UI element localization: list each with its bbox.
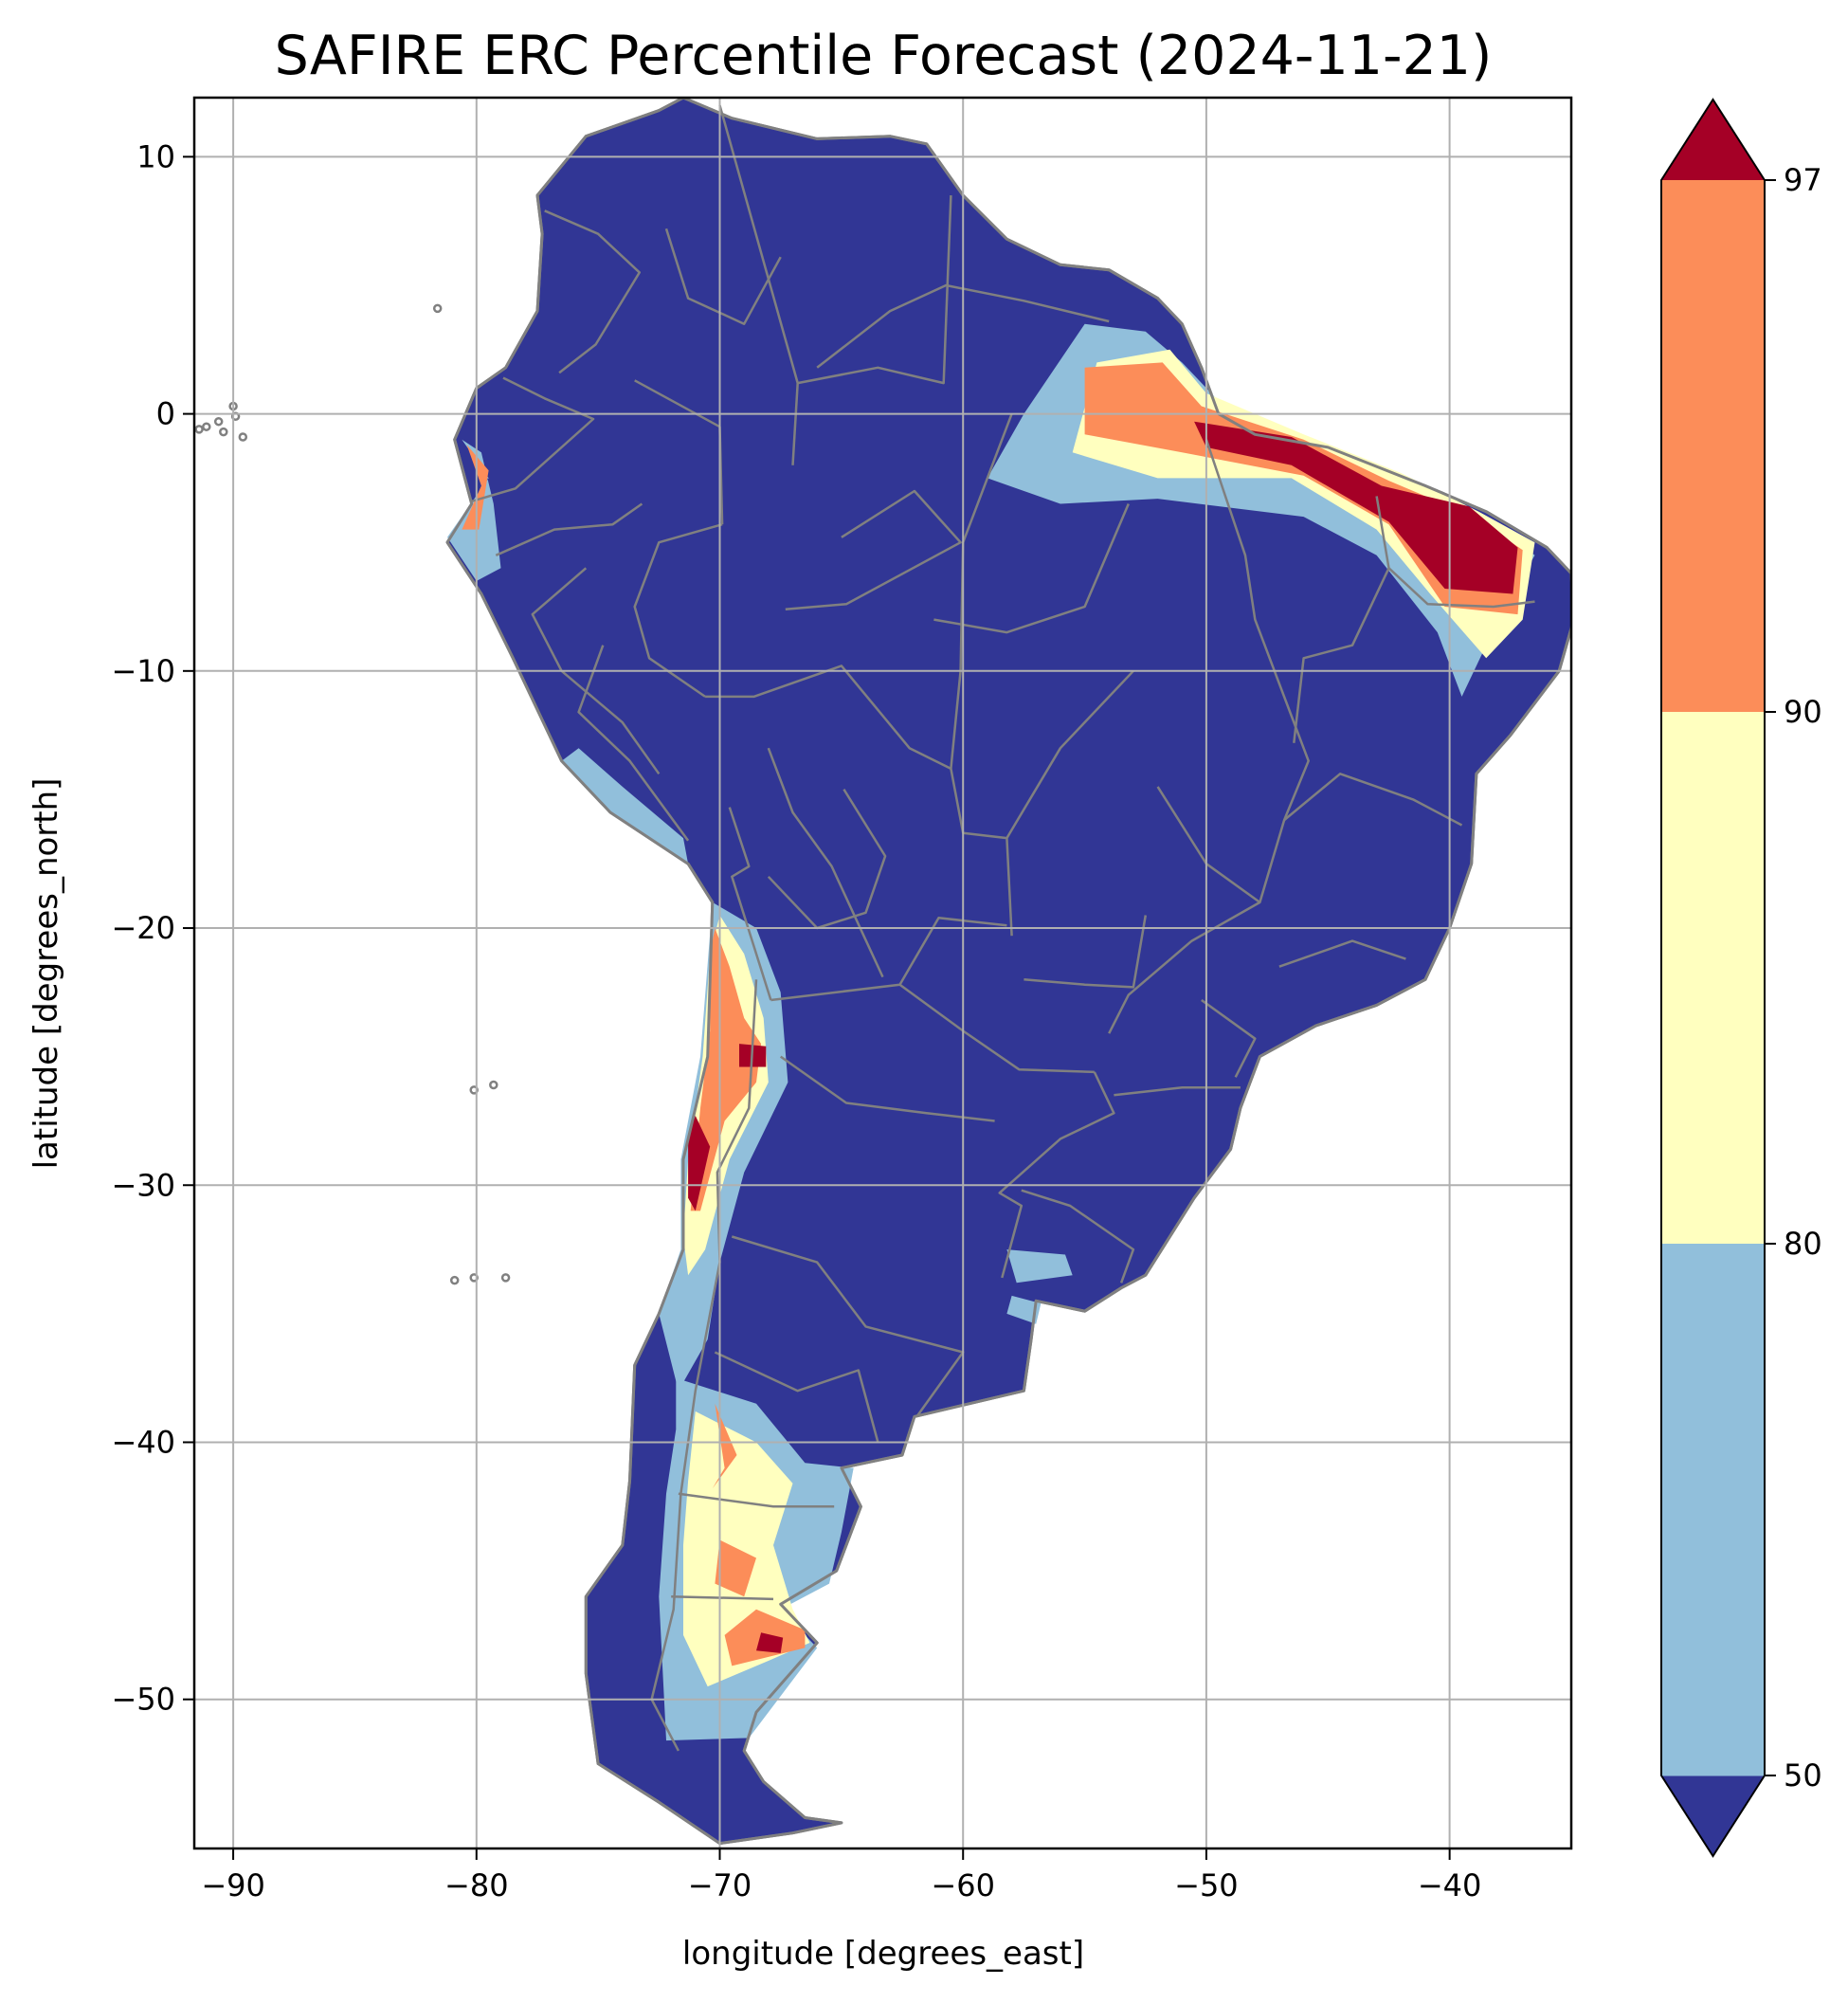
boundary-line-14 [1283,773,1463,827]
colorbar-segment-1 [1661,712,1765,1245]
boundary-line-5 [728,807,772,1001]
boundary-line-10 [1021,1189,1135,1284]
boundary-line-29 [1278,939,1406,968]
colorbar-tick-label-1: 80 [1784,1226,1822,1262]
boundary-line-1 [797,195,952,385]
island-2 [238,432,248,442]
percentile-region-p90-97-14 [712,1403,737,1489]
grid-layer [194,98,1571,1848]
colorbar-extend-top [1661,100,1765,180]
boundary-layer [471,104,1535,1752]
percentile-region-p90-97-5 [462,445,489,530]
island-layer [194,303,511,1285]
boundary-line-37 [785,489,962,610]
boundary-line-23 [767,788,887,930]
island-3 [213,416,224,427]
boundary-line-8 [650,979,758,1752]
percentile-regions [445,98,1571,1846]
colorbar-tick-label-0: 50 [1784,1757,1822,1794]
x-axis-label: longitude [degrees_east] [682,1935,1084,1973]
y-axis-label: latitude [degrees_north] [27,778,65,1170]
boundary-line-31 [1114,1085,1241,1097]
y-tick-label-3: −20 [111,910,175,946]
boundary-line-20 [664,228,782,325]
y-axis: 10 0 −10 −20 −30 −40 −50 [111,138,194,1718]
boundary-line-7 [898,983,1095,1074]
percentile-region-p50-80-18 [1006,1249,1073,1284]
y-tick-label-2: −10 [111,653,175,689]
x-tick-label-1: −80 [444,1867,509,1903]
x-axis: −90 −80 −70 −60 −50 −40 [201,1848,1481,1903]
colorbar: 50 80 90 97 [1660,98,1822,1858]
boundary-line-9 [998,1071,1115,1279]
boundary-line-30 [1201,998,1257,1078]
island-0 [202,422,211,431]
boundary-line-27 [678,1492,835,1508]
percentile-region-p90-97-15 [715,1539,756,1597]
percentile-region-above-97-3 [1194,421,1518,594]
percentile-region-p90-97-9 [690,928,762,1211]
island-9 [489,1080,498,1090]
x-tick-label-0: −90 [201,1867,265,1903]
boundary-line-28 [671,1594,774,1601]
boundary-line-16 [1387,567,1535,609]
map-layer [194,98,1571,1846]
boundary-line-21 [544,209,642,374]
y-tick-label-4: −30 [111,1167,175,1203]
x-tick-label-4: −50 [1174,1867,1239,1903]
boundary-line-33 [933,503,1130,634]
island-12 [500,1273,511,1283]
boundary-line-15 [1293,496,1390,743]
colorbar-tick-label-3: 97 [1784,162,1822,198]
y-tick-label-0: 10 [136,138,175,174]
chart-title: SAFIRE ERC Percentile Forecast (2024-11-… [275,25,1493,87]
boundary-line-36 [495,502,643,556]
x-tick-label-2: −70 [688,1867,752,1903]
colorbar-tick-label-2: 90 [1784,694,1822,730]
boundary-line-6 [770,916,1007,1002]
colorbar-segment-0 [1661,180,1765,713]
x-tick-label-5: −40 [1418,1867,1482,1903]
percentile-region-p80-90-13 [683,1411,810,1687]
boundary-line-25 [731,1235,965,1418]
percentile-region-above-97-10 [688,1116,711,1211]
x-tick-label-3: −60 [931,1867,995,1903]
boundary-line-12 [950,413,1013,770]
boundary-line-18 [1006,669,1134,839]
boundary-line-19 [816,283,1110,369]
boundary-line-24 [779,1055,995,1122]
island-10 [449,1275,460,1285]
boundary-line-34 [767,747,884,978]
y-tick-label-5: −40 [111,1425,175,1461]
colorbar-segment-2 [1661,1244,1765,1776]
island-7 [432,303,443,314]
island-5 [194,425,204,434]
boundary-line-11 [471,376,595,502]
boundary-line-32 [1024,915,1148,989]
island-1 [219,427,228,437]
colorbar-extend-bottom [1661,1775,1765,1856]
plot-frame [192,96,1573,1850]
y-tick-label-1: 0 [156,396,175,432]
percentile-region-p90-97-2 [1084,362,1523,615]
boundary-line-35 [577,645,690,842]
percentile-region-p50-80-6 [561,748,689,865]
percentile-region-above-97-17 [756,1632,784,1653]
percentile-region-p50-80-19 [1006,1295,1042,1324]
boundary-line-26 [714,1351,879,1443]
boundary-line-4 [705,665,1013,937]
y-tick-label-6: −50 [111,1682,175,1718]
